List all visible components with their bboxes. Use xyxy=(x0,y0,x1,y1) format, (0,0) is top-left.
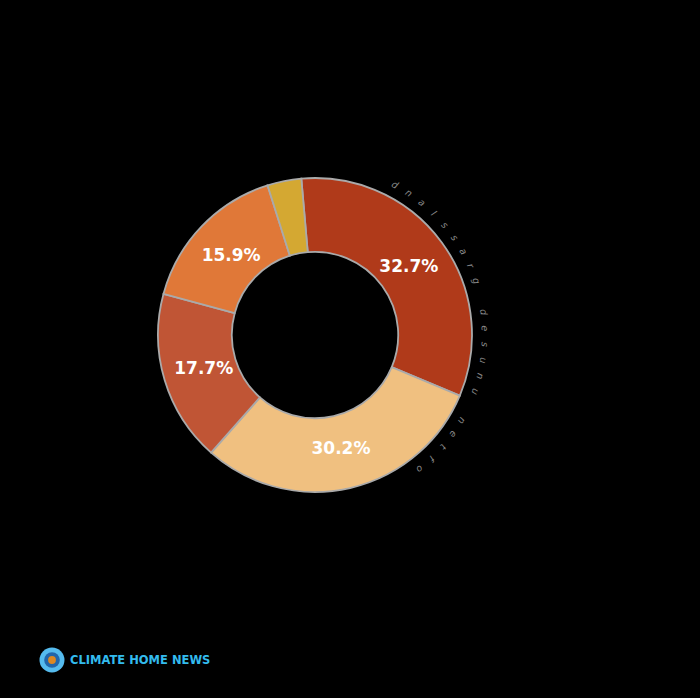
svg-text:15.9%: 15.9% xyxy=(202,245,261,265)
svg-text:r: r xyxy=(465,262,477,271)
svg-text:17.7%: 17.7% xyxy=(174,358,233,378)
svg-text:u: u xyxy=(469,387,481,396)
svg-text:f: f xyxy=(426,454,437,465)
svg-text:n: n xyxy=(456,416,469,427)
svg-text:d: d xyxy=(390,178,401,191)
svg-text:a: a xyxy=(416,196,428,208)
svg-text:n: n xyxy=(403,187,414,200)
svg-text:l: l xyxy=(429,208,439,218)
svg-text:s: s xyxy=(439,219,451,230)
svg-text:e: e xyxy=(447,429,459,440)
svg-text:s: s xyxy=(479,342,490,348)
svg-text:d: d xyxy=(478,308,490,316)
svg-text:e: e xyxy=(480,325,491,331)
svg-text:g: g xyxy=(470,276,482,285)
svg-text:a: a xyxy=(457,246,470,257)
svg-text:30.2%: 30.2% xyxy=(311,438,370,458)
svg-text:u: u xyxy=(478,357,490,365)
svg-text:o: o xyxy=(414,463,426,475)
svg-text:32.7%: 32.7% xyxy=(379,256,438,276)
svg-text:s: s xyxy=(449,232,461,242)
svg-text:n: n xyxy=(474,372,486,381)
svg-text:t: t xyxy=(437,442,449,453)
svg-text:CLIMATE HOME NEWS: CLIMATE HOME NEWS xyxy=(70,653,210,667)
